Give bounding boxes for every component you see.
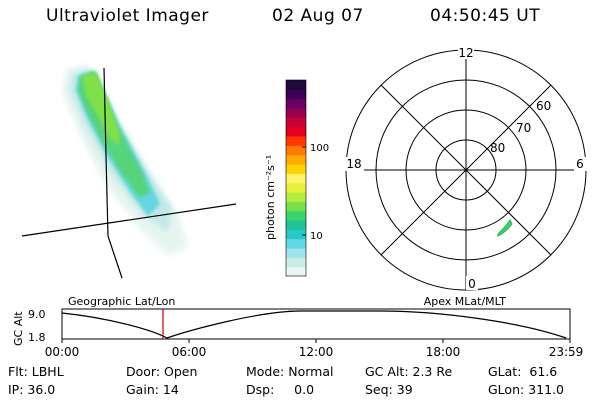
timeline-frame	[61, 308, 571, 340]
colorbar: 100 10 photon cm⁻²s⁻¹	[264, 79, 329, 277]
glat-info: GLat: 61.6	[488, 364, 558, 379]
colorbar-band	[286, 182, 306, 193]
colorbar-band	[286, 248, 306, 258]
colorbar-tick-10: 10	[310, 231, 323, 242]
colorbar-band	[286, 164, 306, 174]
auroral-spot	[497, 219, 513, 237]
colorbar-label: photon cm⁻²s⁻¹	[264, 155, 277, 240]
filter-info: Flt: LBHL	[8, 364, 64, 379]
timeline-xtick-1200: 12:00	[299, 345, 334, 359]
polar-plot: 12 18 6 0 60 70 80	[342, 46, 588, 291]
dsp-info: Dsp: 0.0	[246, 382, 315, 397]
colorbar-band	[286, 201, 306, 212]
timeline-xtick-2359: 23:59	[549, 345, 584, 359]
colorbar-tick-100: 100	[310, 143, 329, 154]
polar-diagonal-2	[380, 84, 552, 256]
colorbar-band	[286, 257, 306, 268]
timeline-ytick-9: 9.0	[28, 308, 46, 321]
colorbar-frame	[285, 79, 307, 277]
colorbar-band	[286, 266, 306, 277]
altitude-timeline: Geographic Lat/Lon Apex MLat/MLT GC Alt …	[12, 295, 584, 359]
timeline-left-label: Geographic Lat/Lon	[68, 295, 175, 308]
colorbar-band	[286, 154, 306, 165]
colorbar-band	[286, 220, 306, 230]
colorbar-band	[286, 173, 306, 184]
colorbar-band	[286, 126, 306, 137]
timeline-xtick-0000: 00:00	[45, 345, 80, 359]
colorbar-band	[286, 80, 306, 90]
polar-label-18: 18	[346, 157, 361, 171]
polar-label-6: 6	[576, 157, 584, 171]
colorbar-band	[286, 210, 306, 221]
colorbar-band	[286, 136, 306, 146]
observation-date: 02 Aug 07	[272, 6, 364, 26]
observation-time: 04:50:45 UT	[430, 6, 541, 26]
uv-image	[21, 64, 237, 279]
polar-label-0: 0	[468, 277, 476, 291]
colorbar-band	[286, 192, 306, 202]
colorbar-panel: 100 10 photon cm⁻²s⁻¹	[258, 78, 338, 278]
polar-label-12: 12	[458, 46, 473, 60]
timeline-axis-label: GC Alt	[12, 311, 25, 346]
polar-plot-panel: 12 18 6 0 60 70 80	[340, 44, 592, 296]
colorbar-band	[286, 108, 306, 118]
geographic-grid	[21, 67, 237, 279]
mode-info: Mode: Normal	[246, 364, 334, 379]
polar-lat-60: 60	[536, 99, 551, 113]
timeline-xtick-0600: 06:00	[172, 345, 207, 359]
polar-lat-80: 80	[490, 141, 505, 155]
polar-lat-70: 70	[516, 121, 531, 135]
glon-info: GLon: 311.0	[488, 382, 564, 397]
colorbar-band	[286, 117, 306, 128]
timeline-ytick-1-8: 1.8	[28, 331, 46, 344]
gain-info: Gain: 14	[126, 382, 179, 397]
timeline-right-label: Apex MLat/MLT	[424, 295, 507, 308]
door-info: Door: Open	[126, 364, 198, 379]
altitude-curve	[61, 310, 567, 339]
timeline-xtick-1800: 18:00	[426, 345, 461, 359]
colorbar-band	[286, 89, 306, 100]
colorbar-band	[286, 238, 306, 249]
colorbar-band	[286, 145, 306, 156]
altitude-timeline-panel: Geographic Lat/Lon Apex MLat/MLT GC Alt …	[0, 294, 600, 360]
uv-image-panel	[18, 56, 240, 282]
ip-info: IP: 36.0	[8, 382, 56, 397]
seq-info: Seq: 39	[365, 382, 413, 397]
auroral-emission	[62, 64, 188, 256]
colorbar-band	[286, 229, 306, 240]
colorbar-band	[286, 98, 306, 109]
instrument-title: Ultraviolet Imager	[46, 6, 209, 26]
gc-alt-info: GC Alt: 2.3 Re	[365, 364, 453, 379]
